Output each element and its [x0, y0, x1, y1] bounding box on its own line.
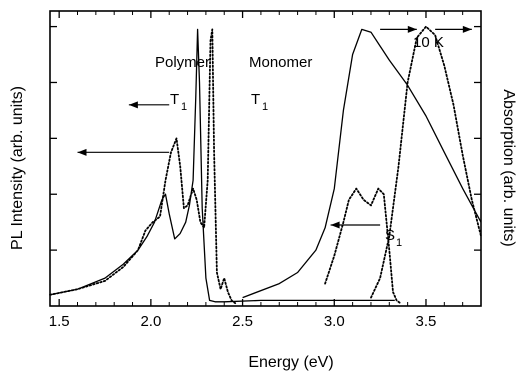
polymer-absorption-series [242, 28, 482, 299]
x-tick-label: 2.5 [232, 313, 253, 330]
svg-text:1: 1 [181, 101, 187, 113]
plot-frame [49, 10, 482, 307]
direction-arrow [380, 25, 417, 33]
monomer-pl-s1-series [324, 187, 402, 305]
direction-arrow [330, 221, 381, 229]
direction-arrow [435, 25, 472, 33]
x-tick-label: 1.5 [49, 313, 70, 330]
x-axis-title: Energy (eV) [248, 354, 333, 371]
direction-arrow [128, 101, 170, 109]
y-axis-right-title: Absorption (arb. units) [500, 89, 517, 246]
monomer-label: Monomer [249, 54, 312, 71]
t1-polymer-label: T 1 [170, 91, 187, 113]
t1-monomer-label: T 1 [251, 91, 268, 113]
polymer-label: Polymer [155, 54, 210, 71]
monomer-pl-series [49, 28, 237, 305]
x-tick-label: 2.0 [140, 313, 161, 330]
monomer-absorption-series [370, 25, 482, 299]
svg-text:T: T [170, 91, 179, 108]
polymer-pl-series [49, 28, 395, 303]
direction-arrow [77, 148, 170, 156]
svg-text:1: 1 [396, 237, 402, 249]
y-axis-left-title: PL Intensity (arb. units) [9, 86, 26, 250]
svg-text:S: S [385, 227, 395, 244]
s1-label: S 1 [385, 227, 402, 249]
svg-text:T: T [251, 91, 260, 108]
x-tick-label: 3.0 [324, 313, 345, 330]
temperature-label: 10 K [413, 34, 444, 51]
x-tick-label: 3.5 [416, 313, 437, 330]
svg-text:1: 1 [262, 101, 268, 113]
